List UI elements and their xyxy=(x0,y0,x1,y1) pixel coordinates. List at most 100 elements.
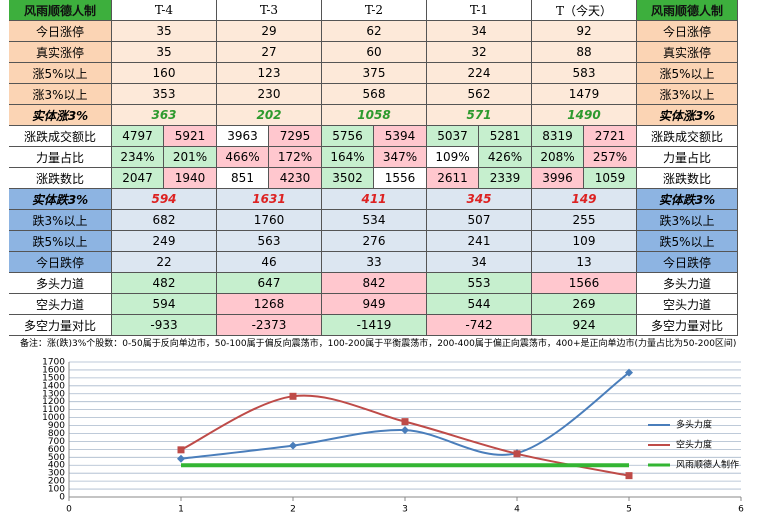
y-tick-label: 400 xyxy=(48,461,65,471)
legend-label: 多头力度 xyxy=(676,419,712,431)
value-cell: 924 xyxy=(532,315,637,336)
value-cell: 3996 xyxy=(532,168,584,189)
chart: 0100200300400500600700800900100011001200… xyxy=(42,358,744,515)
value-cell: 1058 xyxy=(322,105,427,126)
value-cell: 201% xyxy=(164,147,217,168)
value-cell: 345 xyxy=(427,189,532,210)
row-label: 涨跌成交额比 xyxy=(637,126,738,147)
value-cell: 544 xyxy=(427,294,532,315)
value-cell: 347% xyxy=(374,147,427,168)
marker xyxy=(625,368,633,377)
value-cell: 375 xyxy=(322,63,427,84)
value-cell: 5921 xyxy=(164,126,217,147)
value-cell: 568 xyxy=(322,84,427,105)
value-cell: 4797 xyxy=(112,126,164,147)
marker xyxy=(625,472,633,480)
value-cell: 29 xyxy=(217,21,322,42)
row-label: 力量占比 xyxy=(9,147,112,168)
value-cell: 109% xyxy=(427,147,479,168)
value-cell: 1556 xyxy=(374,168,427,189)
value-cell: 34 xyxy=(427,252,532,273)
value-cell: 62 xyxy=(322,21,427,42)
value-cell: 583 xyxy=(532,63,637,84)
y-tick-label: 1100 xyxy=(42,405,65,415)
value-cell: 353 xyxy=(112,84,217,105)
value-cell: 123 xyxy=(217,63,322,84)
y-tick-label: 0 xyxy=(59,493,65,503)
row-label: 涨跌数比 xyxy=(637,168,738,189)
row-label: 涨3%以上 xyxy=(9,84,112,105)
value-cell: 842 xyxy=(322,273,427,294)
value-cell: 33 xyxy=(322,252,427,273)
value-cell: 22 xyxy=(112,252,217,273)
value-cell: 234% xyxy=(112,147,164,168)
value-cell: -1419 xyxy=(322,315,427,336)
value-cell: 32 xyxy=(427,42,532,63)
value-cell: 35 xyxy=(112,42,217,63)
row-label: 涨5%以上 xyxy=(637,63,738,84)
value-cell: 534 xyxy=(322,210,427,231)
row-label: 涨5%以上 xyxy=(9,63,112,84)
row-label: 今日跌停 xyxy=(637,252,738,273)
y-tick-label: 1200 xyxy=(42,397,65,407)
value-cell: 109 xyxy=(532,231,637,252)
row-label: 多头力道 xyxy=(637,273,738,294)
value-cell: -2373 xyxy=(217,315,322,336)
y-tick-label: 800 xyxy=(48,429,65,439)
header-cell: T-3 xyxy=(217,0,322,21)
value-cell: 594 xyxy=(112,294,217,315)
value-cell: 647 xyxy=(217,273,322,294)
row-label: 空头力道 xyxy=(637,294,738,315)
row-label: 多空力量对比 xyxy=(637,315,738,336)
header-cell: 风雨顺德人制 xyxy=(9,0,112,21)
row-label: 真实涨停 xyxy=(9,42,112,63)
value-cell: 276 xyxy=(322,231,427,252)
value-cell: 7295 xyxy=(269,126,322,147)
value-cell: 249 xyxy=(112,231,217,252)
legend-label: 风雨顺德人制作 xyxy=(676,459,739,471)
x-tick-label: 1 xyxy=(178,505,184,515)
header-cell: T-2 xyxy=(322,0,427,21)
row-label: 多头力道 xyxy=(9,273,112,294)
row-label: 实体涨3% xyxy=(637,105,738,126)
value-cell: 149 xyxy=(532,189,637,210)
value-cell: 230 xyxy=(217,84,322,105)
row-label: 真实涨停 xyxy=(637,42,738,63)
value-cell: 5037 xyxy=(427,126,479,147)
row-label: 今日涨停 xyxy=(9,21,112,42)
y-tick-label: 1300 xyxy=(42,389,65,399)
value-cell: 1940 xyxy=(164,168,217,189)
y-tick-label: 1400 xyxy=(42,381,65,391)
row-label: 涨跌成交额比 xyxy=(9,126,112,147)
value-cell: 60 xyxy=(322,42,427,63)
row-label: 实体涨3% xyxy=(9,105,112,126)
marker xyxy=(289,441,297,450)
value-cell: 5394 xyxy=(374,126,427,147)
row-label: 实体跌3% xyxy=(637,189,738,210)
marker xyxy=(513,450,521,458)
value-cell: 164% xyxy=(322,147,374,168)
y-tick-label: 600 xyxy=(48,445,65,455)
x-tick-label: 0 xyxy=(66,505,72,515)
marker xyxy=(177,446,185,454)
row-label: 今日涨停 xyxy=(637,21,738,42)
value-cell: 949 xyxy=(322,294,427,315)
value-cell: 1631 xyxy=(217,189,322,210)
header-cell: T-1 xyxy=(427,0,532,21)
row-label: 空头力道 xyxy=(9,294,112,315)
y-tick-label: 300 xyxy=(48,469,65,479)
row-label: 多空力量对比 xyxy=(9,315,112,336)
value-cell: 1760 xyxy=(217,210,322,231)
y-tick-label: 1600 xyxy=(42,365,65,375)
value-cell: -742 xyxy=(427,315,532,336)
value-cell: 1566 xyxy=(532,273,637,294)
value-cell: 5281 xyxy=(479,126,532,147)
value-cell: 466% xyxy=(217,147,269,168)
value-cell: 27 xyxy=(217,42,322,63)
value-cell: 594 xyxy=(112,189,217,210)
value-cell: 507 xyxy=(427,210,532,231)
y-tick-label: 200 xyxy=(48,477,65,487)
marker xyxy=(401,418,409,426)
note: 备注：涨(跌)3%个股数：0-50属于反向单边市，50-100属于偏反向震荡市，… xyxy=(20,339,737,349)
